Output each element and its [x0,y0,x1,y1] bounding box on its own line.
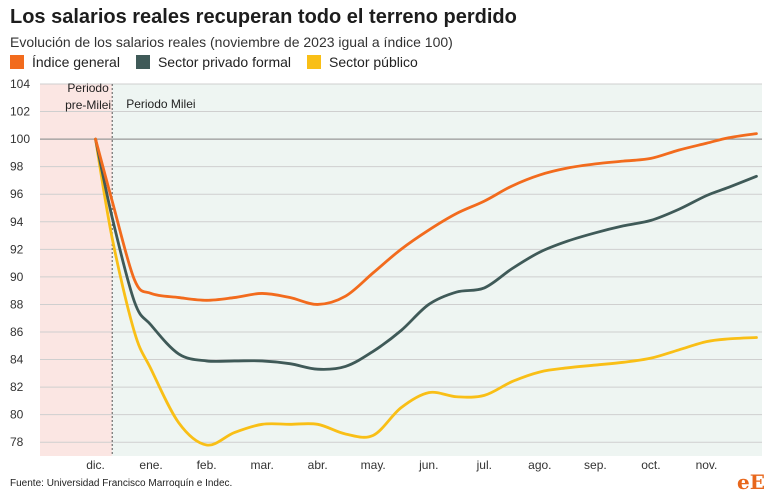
x-tick-label-1: dic. [86,458,105,472]
y-tick-label-98: 98 [10,160,24,174]
source-note: Fuente: Universidad Francisco Marroquín … [10,478,233,489]
y-tick-label-104: 104 [10,77,30,91]
x-tick-label-8: jul. [476,458,492,472]
y-tick-label-82: 82 [10,380,24,394]
x-tick-label-5: abr. [308,458,328,472]
region-pre-milei [40,84,113,456]
y-tick-label-88: 88 [10,297,24,311]
legend-label-privado: Sector privado formal [157,54,292,70]
y-tick-label-96: 96 [10,187,24,201]
chart-title: Los salarios reales recuperan todo el te… [10,6,517,28]
chart-subtitle: Evolución de los salarios reales (noviem… [10,34,453,50]
y-tick-label-84: 84 [10,353,24,367]
legend-item-privado: Sector privado formal [135,54,292,70]
y-tick-label-80: 80 [10,408,24,422]
x-tick-label-3: feb. [197,458,217,472]
x-tick-label-12: nov. [696,458,718,472]
y-tick-label-90: 90 [10,270,24,284]
region-label-pre-milei-line-2: pre-Milei [65,98,111,112]
legend-swatch-privado [135,55,150,69]
y-tick-label-102: 102 [10,105,30,119]
legend-item-general: Índice general [10,54,120,70]
legend-label-general: Índice general [32,54,120,70]
legend-label-publico: Sector público [329,54,418,70]
legend-swatch-general [10,55,24,69]
legend: Índice general Sector privado formal Sec… [10,54,418,70]
logo-letter-e: e [737,470,750,494]
y-tick-label-78: 78 [10,435,24,449]
x-tick-label-11: oct. [641,458,660,472]
legend-item-publico: Sector público [307,54,418,70]
region-label-milei: Periodo Milei [126,97,195,111]
region-label-pre-milei-line-1: Periodo [67,81,109,95]
region-milei [112,84,762,456]
legend-swatch-publico [307,55,322,69]
publisher-logo: eE [737,470,765,494]
series-line-publico [94,137,758,447]
x-tick-label-2: ene. [139,458,162,472]
x-tick-label-9: ago. [528,458,551,472]
x-tick-label-10: sep. [584,458,607,472]
series-line-general [94,132,758,306]
series-line-privado [94,137,758,371]
logo-letter-big-e: E [749,470,765,494]
y-tick-label-86: 86 [10,325,24,339]
x-tick-label-4: mar. [250,458,273,472]
x-tick-label-7: jun. [418,458,438,472]
y-tick-label-100: 100 [10,132,30,146]
y-tick-label-92: 92 [10,242,24,256]
y-tick-label-94: 94 [10,215,24,229]
x-tick-label-6: may. [361,458,386,472]
